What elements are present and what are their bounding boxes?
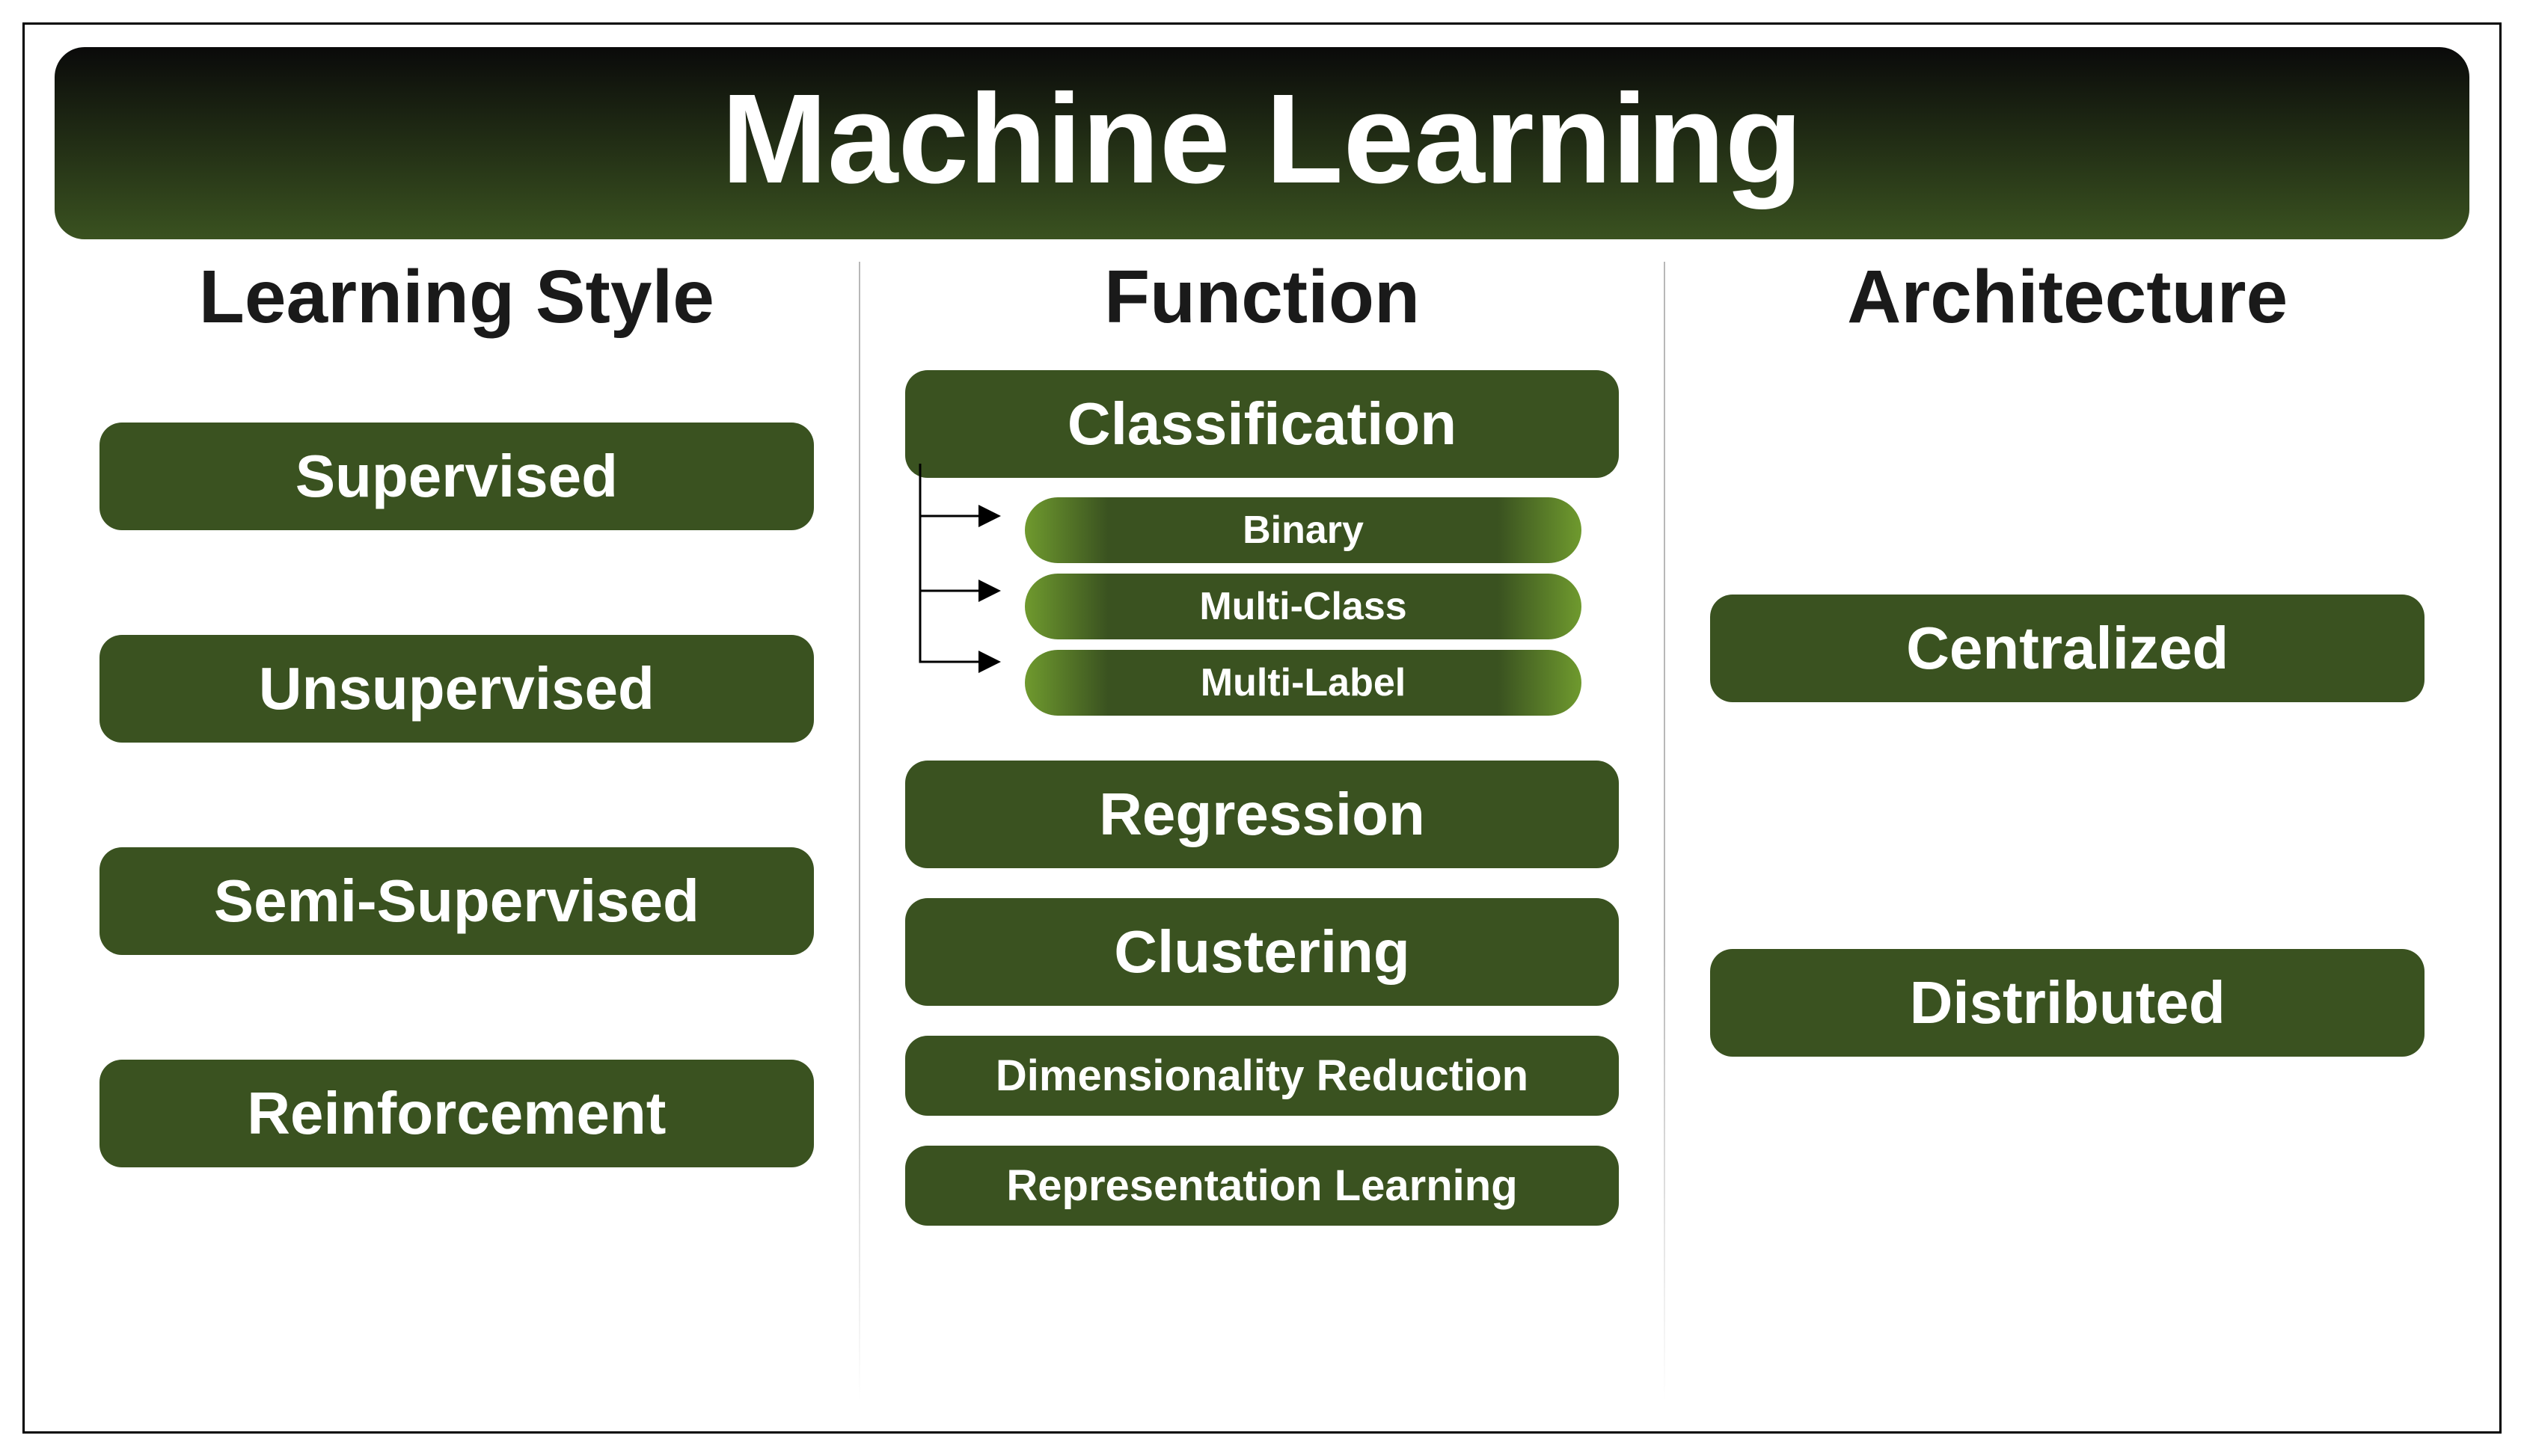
- column-learning-style: Learning Style Supervised Unsupervised S…: [55, 247, 859, 1401]
- column-function: Function Classification Binary: [860, 247, 1664, 1401]
- subnode-multi-class: Multi-Class: [1025, 574, 1582, 639]
- node-dimensionality-reduction: Dimensionality Reduction: [905, 1036, 1620, 1116]
- node-centralized: Centralized: [1710, 595, 2425, 702]
- subnode-multi-label: Multi-Label: [1025, 650, 1582, 716]
- node-clustering: Clustering: [905, 898, 1620, 1006]
- node-unsupervised: Unsupervised: [99, 635, 814, 743]
- node-regression: Regression: [905, 761, 1620, 868]
- node-representation-learning: Representation Learning: [905, 1146, 1620, 1226]
- column-header-learning-style: Learning Style: [85, 254, 829, 340]
- node-semi-supervised: Semi-Supervised: [99, 847, 814, 955]
- node-classification: Classification: [905, 370, 1620, 478]
- column-header-function: Function: [890, 254, 1635, 340]
- node-distributed: Distributed: [1710, 949, 2425, 1057]
- column-header-architecture: Architecture: [1695, 254, 2439, 340]
- column-architecture: Architecture Centralized Distributed: [1665, 247, 2469, 1401]
- node-supervised: Supervised: [99, 423, 814, 530]
- main-title: Machine Learning: [55, 47, 2469, 239]
- node-reinforcement: Reinforcement: [99, 1060, 814, 1167]
- subnode-binary: Binary: [1025, 497, 1582, 563]
